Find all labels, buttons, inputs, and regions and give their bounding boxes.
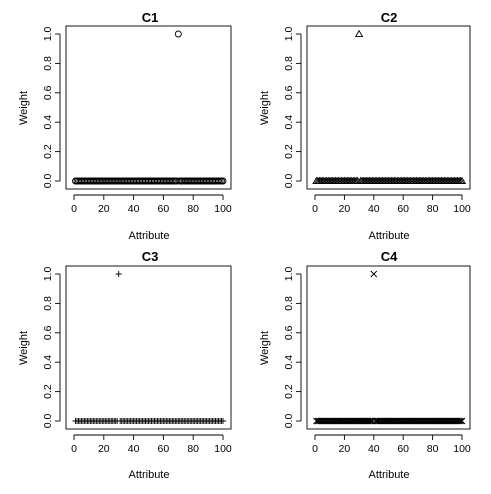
y-tick-label: 0.8: [42, 56, 54, 71]
panel-c3: C3 Attribute Weight 0 20 40 60 80 100 0.0 0.2 0.…: [18, 249, 232, 481]
panel-title: C4: [381, 249, 398, 264]
data-point: [366, 417, 373, 425]
y-tick-label: 0.8: [283, 296, 295, 311]
data-point: [219, 177, 227, 185]
x-axis-label: Attribute: [369, 469, 410, 481]
plot-frame: [65, 25, 232, 190]
y-tick-label: 0.4: [42, 115, 54, 130]
y-tick-label: 0.6: [283, 325, 295, 340]
y-tick-label: 0.0: [42, 174, 54, 189]
x-tick-label: 100: [453, 443, 471, 455]
y-tick-label: 0.0: [42, 414, 54, 429]
y-axis-label: Weight: [259, 331, 271, 365]
y-tick-label: 0.6: [42, 85, 54, 100]
panel-c1: C1 Attribute Weight 0 20 40 60 80 100 0.0 0.2 0.…: [18, 10, 232, 242]
y-tick-label: 0.8: [42, 296, 54, 311]
y-tick-label: 0.2: [42, 384, 54, 399]
y-tick-label: 1.0: [283, 267, 295, 282]
data-point: [458, 417, 466, 425]
x-tick-label: 60: [158, 203, 170, 215]
x-tick-label: 40: [368, 203, 380, 215]
x-tick-label: 80: [427, 203, 439, 215]
x-tick-label: 100: [214, 203, 232, 215]
x-tick-label: 80: [427, 443, 439, 455]
panel-title: C1: [142, 10, 159, 25]
plot-area: 0 20 40 60 80 100 0.0 0.2 0.4 0.6 0.8 1.0: [42, 25, 232, 215]
plot-area: 0 20 40 60 80 100 0.0 0.2 0.4 0.6 0.8 1.0: [283, 25, 471, 215]
y-tick-label: 1.0: [283, 27, 295, 42]
x-tick-label: 20: [98, 443, 110, 455]
x-tick-label: 0: [312, 203, 318, 215]
y-tick-label: 0.8: [283, 56, 295, 71]
data-point: [455, 417, 463, 425]
y-tick-label: 0.6: [42, 325, 54, 340]
x-axis-label: Attribute: [129, 469, 170, 481]
y-tick-label: 0.0: [283, 174, 295, 189]
x-tick-label: 40: [128, 203, 140, 215]
x-tick-label: 80: [187, 443, 199, 455]
x-tick-label: 60: [397, 443, 409, 455]
x-axis-label: Attribute: [129, 230, 170, 242]
panel-title: C2: [381, 10, 398, 25]
data-point: [354, 29, 364, 37]
y-tick-label: 0.6: [283, 85, 295, 100]
data-point: [370, 270, 378, 278]
panel-title: C3: [142, 249, 159, 264]
plot-area: 0 20 40 60 80 100 0.0 0.2 0.4 0.6 0.8 1.0: [283, 265, 471, 455]
y-tick-label: 0.2: [42, 144, 54, 159]
x-tick-label: 80: [187, 203, 199, 215]
y-tick-label: 1.0: [42, 267, 54, 282]
data-point: [174, 30, 182, 38]
x-tick-label: 60: [158, 443, 170, 455]
x-tick-label: 0: [312, 443, 318, 455]
x-axis-label: Attribute: [369, 230, 410, 242]
data-point: [457, 176, 467, 185]
y-axis-label: Weight: [18, 331, 30, 365]
y-tick-label: 0.4: [283, 355, 295, 370]
plot-area: 0 20 40 60 80 100 0.0 0.2 0.4 0.6 0.8 1.0: [42, 265, 232, 455]
data-point: [220, 418, 226, 424]
x-tick-label: 0: [71, 443, 77, 455]
data-point: [115, 271, 122, 277]
y-tick-label: 0.4: [42, 355, 54, 370]
plot-frame: [65, 265, 232, 430]
y-axis-label: Weight: [18, 91, 30, 125]
y-tick-label: 0.2: [283, 384, 295, 399]
x-tick-label: 20: [339, 203, 351, 215]
panel-c4: C4 Attribute Weight 0 20 40 60 80 100 0.0 0.2 0.…: [259, 249, 471, 481]
x-tick-label: 0: [71, 203, 77, 215]
x-tick-label: 40: [368, 443, 380, 455]
x-tick-label: 40: [128, 443, 140, 455]
x-tick-label: 20: [339, 443, 351, 455]
x-tick-label: 20: [98, 203, 110, 215]
x-tick-label: 60: [397, 203, 409, 215]
data-point: [457, 417, 464, 425]
plot-frame: [306, 25, 471, 190]
panel-c2: C2 Attribute Weight 0 20 40 60 80 100 0.0 0.2 0.…: [259, 10, 471, 242]
y-tick-label: 1.0: [42, 27, 54, 42]
y-tick-label: 0.0: [283, 414, 295, 429]
y-tick-label: 0.2: [283, 144, 295, 159]
x-tick-label: 100: [453, 203, 471, 215]
y-axis-label: Weight: [259, 91, 271, 125]
plot-frame: [306, 265, 471, 430]
y-tick-label: 0.4: [283, 115, 295, 130]
x-tick-label: 100: [214, 443, 232, 455]
